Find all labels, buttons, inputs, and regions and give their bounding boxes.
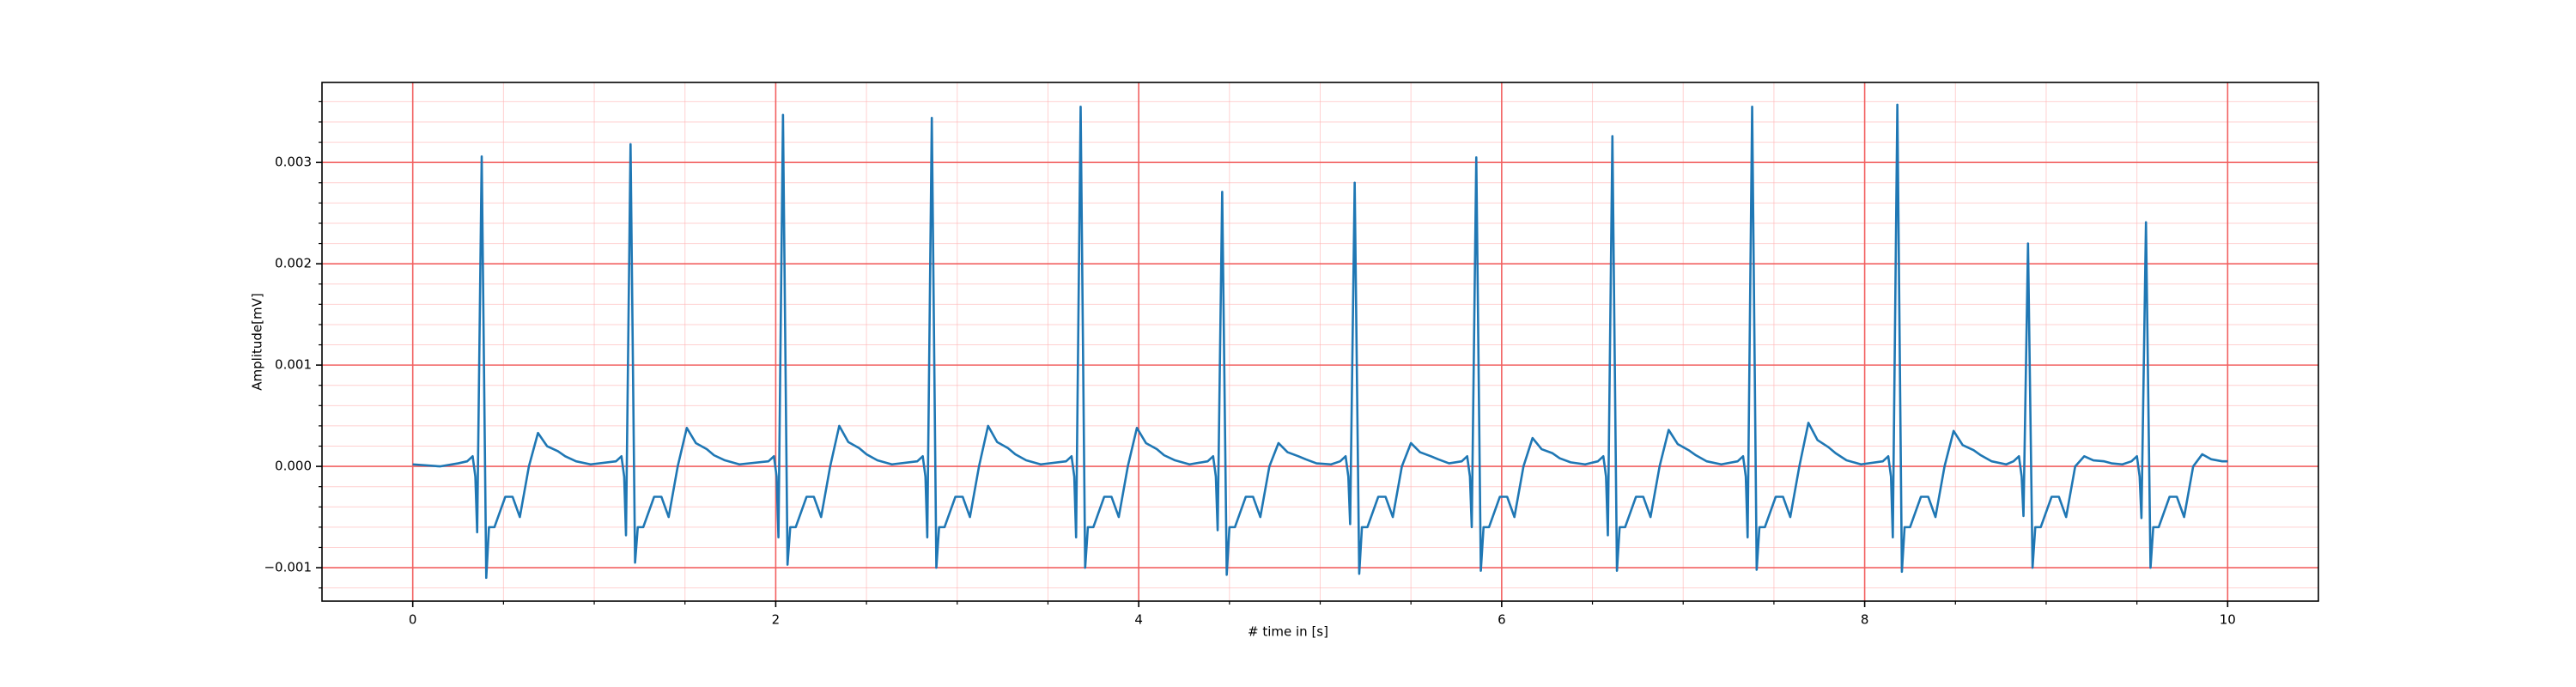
y-tick-label: 0.002 <box>275 256 312 271</box>
signal-line <box>412 103 2228 580</box>
x-tick-label: 4 <box>1134 612 1143 628</box>
y-axis-label: Amplitude[mV] <box>250 293 265 390</box>
x-tick-label: 10 <box>2220 612 2236 628</box>
y-tick-label: 0.001 <box>275 357 312 373</box>
x-tick-label: 2 <box>772 612 781 628</box>
x-tick-label: 0 <box>409 612 417 628</box>
y-tick-label: −0.001 <box>264 560 312 575</box>
y-tick-label: 0.003 <box>275 155 312 170</box>
grid <box>322 82 2318 601</box>
y-tick-label: 0.000 <box>275 459 312 474</box>
x-tick-label: 8 <box>1861 612 1869 628</box>
x-axis-label: # time in [s] <box>1248 624 1328 640</box>
x-tick-label: 6 <box>1498 612 1506 628</box>
plot <box>412 103 2228 580</box>
